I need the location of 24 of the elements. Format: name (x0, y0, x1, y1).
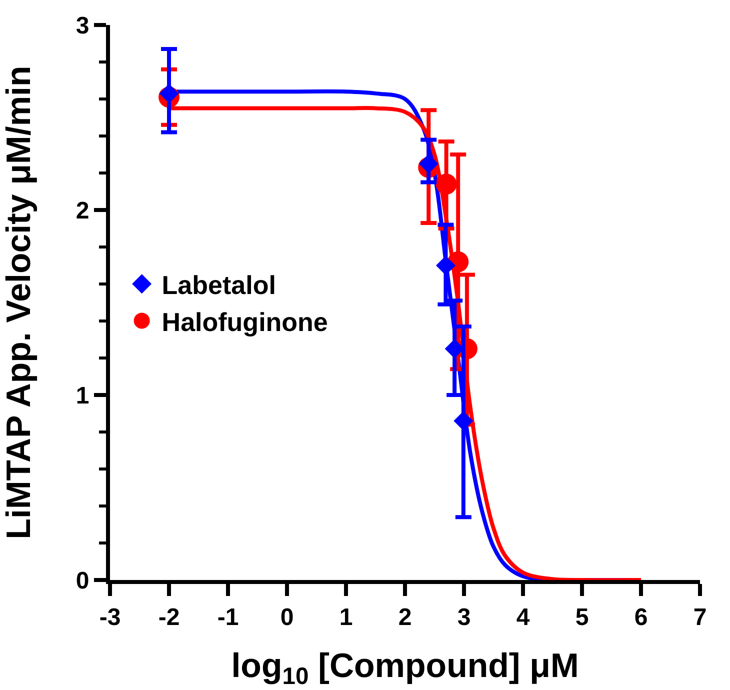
point (159, 84, 179, 104)
y-axis-title: LiMTAP App. Velocity μM/min (0, 66, 38, 540)
x-tick-label: -3 (99, 604, 121, 631)
y-tick-label: 0 (76, 567, 90, 594)
y-tick-label: 1 (76, 382, 90, 410)
point (418, 154, 438, 174)
x-tick-label: -1 (217, 604, 239, 631)
y-tick-label: 2 (76, 197, 90, 224)
x-tick-label: 6 (634, 604, 648, 631)
x-tick-label: 3 (457, 604, 471, 631)
point (454, 411, 474, 431)
x-tick-label: 1 (339, 604, 353, 631)
legend-label: Labetalol (162, 270, 276, 300)
x-tick-label: 2 (398, 604, 412, 631)
x-tick-label: -2 (158, 604, 180, 631)
x-tick-label: 5 (575, 604, 589, 631)
x-tick-label: 4 (516, 604, 530, 631)
legend-label: Halofuginone (162, 306, 328, 337)
x-axis-title: log$_{10}$ [Compound] μM (231, 646, 579, 690)
x-tick-label: 0 (280, 604, 294, 631)
point (436, 174, 457, 195)
y-tick-label: 3 (76, 12, 90, 40)
point (436, 256, 456, 276)
x-tick-label: 7 (693, 604, 707, 631)
